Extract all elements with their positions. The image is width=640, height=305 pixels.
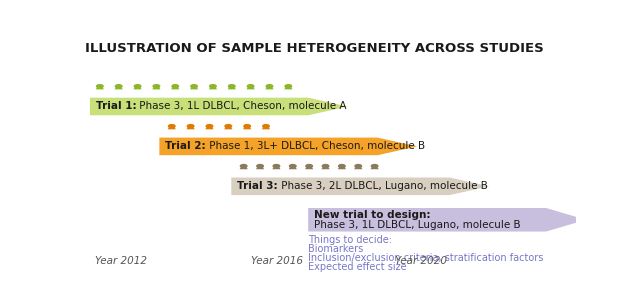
Polygon shape	[209, 87, 217, 89]
Text: ILLUSTRATION OF SAMPLE HETEROGENEITY ACROSS STUDIES: ILLUSTRATION OF SAMPLE HETEROGENEITY ACR…	[85, 42, 544, 56]
Circle shape	[273, 164, 280, 168]
Text: Trial 2:: Trial 2:	[165, 142, 206, 151]
Circle shape	[339, 164, 345, 168]
Circle shape	[97, 85, 103, 88]
Polygon shape	[256, 167, 264, 169]
Circle shape	[355, 164, 362, 168]
Circle shape	[263, 125, 269, 128]
Polygon shape	[243, 127, 252, 129]
Polygon shape	[266, 87, 274, 89]
Polygon shape	[190, 87, 198, 89]
Polygon shape	[186, 127, 195, 129]
Text: Phase 1, 3L+ DLBCL, Cheson, molecule B: Phase 1, 3L+ DLBCL, Cheson, molecule B	[206, 142, 425, 151]
Text: Expected effect size: Expected effect size	[308, 262, 407, 272]
Text: Phase 3, 1L DLBCL, Cheson, molecule A: Phase 3, 1L DLBCL, Cheson, molecule A	[136, 102, 347, 111]
Polygon shape	[90, 98, 348, 115]
Polygon shape	[152, 87, 161, 89]
Circle shape	[247, 85, 254, 88]
Circle shape	[257, 164, 263, 168]
Circle shape	[285, 85, 292, 88]
Polygon shape	[205, 127, 214, 129]
Text: Year 2012: Year 2012	[95, 256, 147, 266]
Text: Trial 3:: Trial 3:	[237, 181, 278, 191]
Polygon shape	[231, 178, 489, 195]
Text: Phase 3, 1L DLBCL, Lugano, molecule B: Phase 3, 1L DLBCL, Lugano, molecule B	[314, 220, 521, 230]
Polygon shape	[284, 87, 292, 89]
Text: Phase 3, 2L DLBCL, Lugano, molecule B: Phase 3, 2L DLBCL, Lugano, molecule B	[278, 181, 488, 191]
Polygon shape	[168, 127, 176, 129]
Circle shape	[172, 85, 179, 88]
Polygon shape	[338, 167, 346, 169]
Polygon shape	[289, 167, 297, 169]
Polygon shape	[272, 167, 280, 169]
Polygon shape	[308, 208, 586, 231]
Circle shape	[266, 85, 273, 88]
Circle shape	[191, 85, 197, 88]
Polygon shape	[228, 87, 236, 89]
Circle shape	[241, 164, 247, 168]
Polygon shape	[371, 167, 379, 169]
Polygon shape	[305, 167, 314, 169]
Text: Trial 1:: Trial 1:	[96, 102, 136, 111]
Circle shape	[115, 85, 122, 88]
Circle shape	[323, 164, 329, 168]
Polygon shape	[171, 87, 179, 89]
Circle shape	[306, 164, 312, 168]
Circle shape	[371, 164, 378, 168]
Circle shape	[206, 125, 212, 128]
Polygon shape	[239, 167, 248, 169]
Polygon shape	[133, 87, 141, 89]
Polygon shape	[115, 87, 123, 89]
Text: Biomarkers: Biomarkers	[308, 244, 364, 254]
Circle shape	[153, 85, 159, 88]
Circle shape	[225, 125, 232, 128]
Circle shape	[168, 125, 175, 128]
Polygon shape	[246, 87, 255, 89]
Circle shape	[289, 164, 296, 168]
Text: Inclusion/exclusion criteria, stratification factors: Inclusion/exclusion criteria, stratifica…	[308, 253, 543, 263]
Text: New trial to design:: New trial to design:	[314, 210, 431, 220]
Text: Year 2020: Year 2020	[395, 256, 447, 266]
Circle shape	[244, 125, 250, 128]
Polygon shape	[159, 138, 417, 155]
Text: Things to decide:: Things to decide:	[308, 235, 392, 245]
Polygon shape	[224, 127, 232, 129]
Polygon shape	[96, 87, 104, 89]
Text: Year 2016: Year 2016	[251, 256, 303, 266]
Circle shape	[210, 85, 216, 88]
Circle shape	[188, 125, 194, 128]
Polygon shape	[262, 127, 270, 129]
Polygon shape	[354, 167, 362, 169]
Circle shape	[134, 85, 141, 88]
Circle shape	[228, 85, 235, 88]
Polygon shape	[321, 167, 330, 169]
